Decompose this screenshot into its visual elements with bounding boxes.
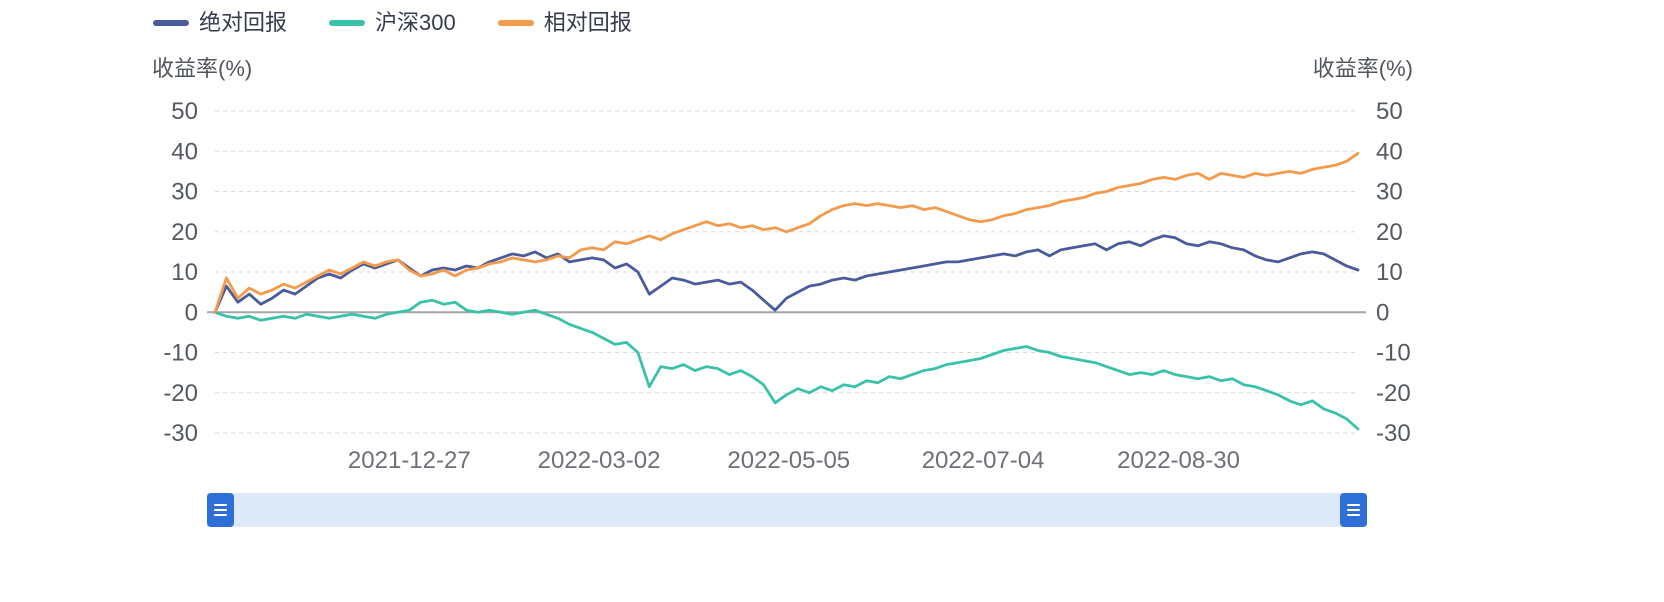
x-axis-tick-label: 2022-03-02: [538, 447, 661, 474]
datazoom-left-handle[interactable]: [207, 493, 234, 527]
handle-grip-icon: [214, 504, 227, 506]
x-axis-tick-label: 2021-12-27: [348, 447, 471, 474]
y-axis-tick-label-right: 0: [1376, 299, 1389, 326]
y-axis-tick-label-right: 10: [1376, 259, 1403, 286]
y-axis-tick-label-right: 50: [1376, 98, 1403, 125]
handle-grip-icon: [214, 514, 227, 516]
series-line-csi300: [213, 298, 1360, 431]
datazoom-track[interactable]: [207, 493, 1367, 527]
y-axis-tick-label-left: 50: [171, 98, 198, 125]
series-line-absolute-return: [213, 234, 1360, 314]
series-line-relative-return: [213, 151, 1360, 314]
y-axis-tick-label-right: -20: [1376, 380, 1411, 407]
y-axis-tick-label-left: -10: [163, 340, 198, 367]
y-axis-tick-label-left: -30: [163, 420, 198, 447]
y-axis-tick-label-left: 20: [171, 219, 198, 246]
line-swatch-icon: [329, 20, 366, 26]
datazoom-right-handle[interactable]: [1340, 493, 1367, 527]
y-axis-tick-label-right: 30: [1376, 179, 1403, 206]
legend-label: 相对回报: [543, 10, 632, 35]
x-axis-tick-label: 2022-07-04: [922, 447, 1045, 474]
legend-label: 绝对回报: [199, 10, 288, 35]
line-swatch-icon: [497, 20, 534, 26]
legend: 绝对回报 沪深300 相对回报: [153, 12, 632, 34]
y-axis-tick-label-left: -20: [163, 380, 198, 407]
y-axis-tick-label-left: 0: [185, 299, 198, 326]
handle-grip-icon: [1347, 504, 1360, 506]
datazoom-slider[interactable]: [207, 493, 1367, 527]
line-swatch-icon: [153, 20, 189, 26]
y-axis-tick-label-right: -10: [1376, 340, 1411, 367]
handle-grip-icon: [1347, 514, 1360, 516]
legend-item-csi300[interactable]: 沪深300: [329, 12, 456, 34]
legend-item-relative-return[interactable]: 相对回报: [497, 10, 632, 35]
y-axis-tick-label-right: -30: [1376, 420, 1411, 447]
y-axis-title-left: 收益率(%): [152, 56, 253, 81]
y-axis-tick-label-left: 40: [171, 138, 198, 165]
legend-label: 沪深300: [375, 10, 456, 35]
handle-grip-icon: [214, 509, 227, 511]
x-axis-tick-label: 2022-08-30: [1117, 447, 1240, 474]
y-axis-tick-label-left: 30: [171, 179, 198, 206]
y-axis-title-right: 收益率(%): [1312, 56, 1413, 81]
legend-item-absolute-return[interactable]: 绝对回报: [153, 12, 287, 34]
x-axis-tick-label: 2022-05-05: [727, 447, 850, 474]
y-axis-tick-label-right: 20: [1376, 219, 1403, 246]
y-axis-tick-label-right: 40: [1376, 138, 1403, 165]
handle-grip-icon: [1347, 509, 1360, 511]
y-axis-tick-label-left: 10: [171, 259, 198, 286]
